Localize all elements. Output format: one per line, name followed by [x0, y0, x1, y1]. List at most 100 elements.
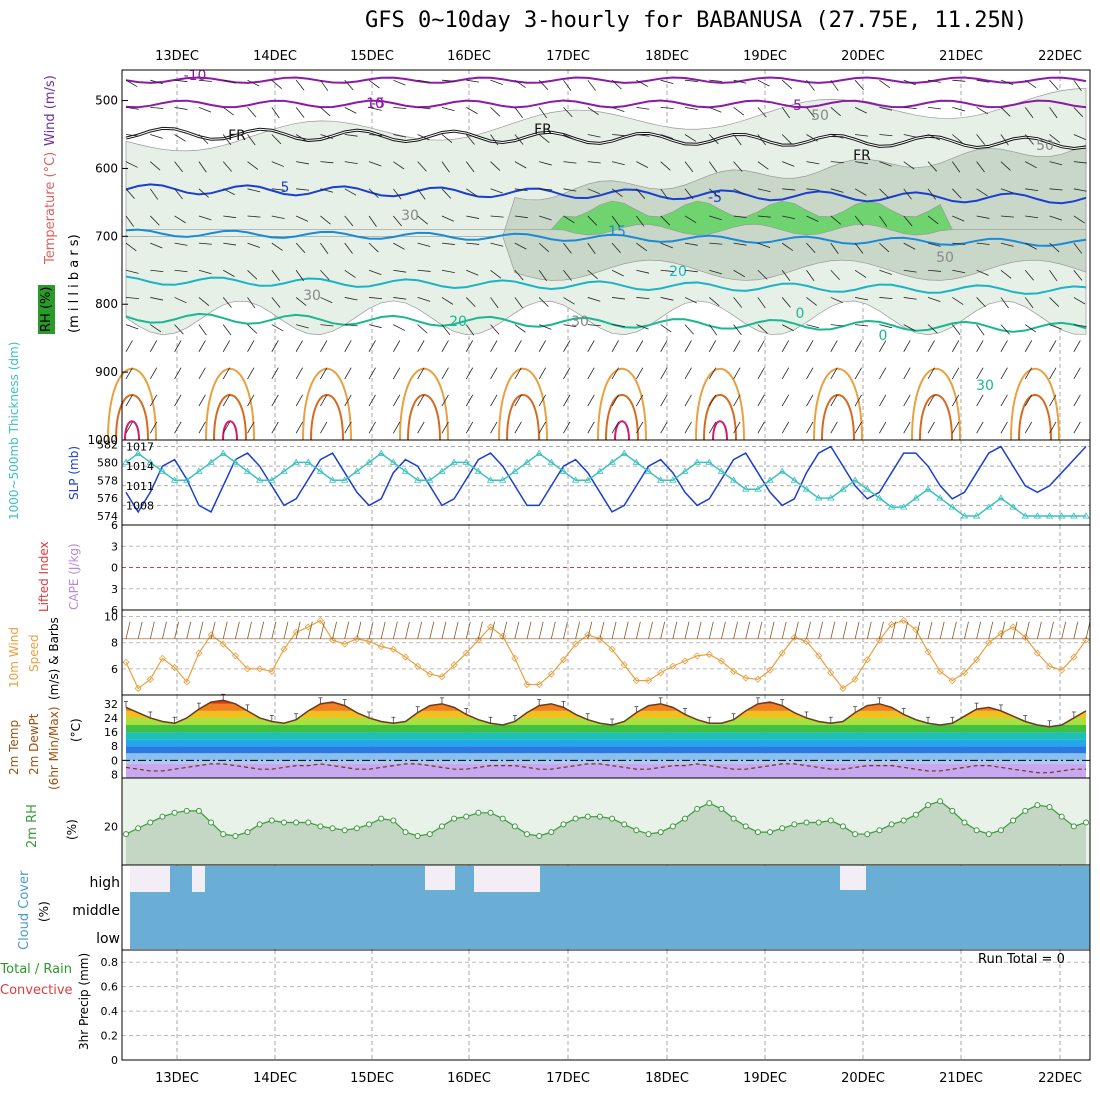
wind-barb: [125, 188, 135, 199]
wind-barb: [150, 106, 164, 109]
rh-point: [572, 815, 579, 822]
wind-barb: [1049, 79, 1059, 91]
wind-barb: [247, 215, 261, 218]
rh-point: [912, 811, 919, 818]
wind-barb: [952, 324, 961, 336]
li-tick: 6: [111, 519, 118, 532]
wind-barb: [563, 161, 577, 164]
wind-barb: [296, 161, 309, 165]
wind-barb: [441, 421, 449, 434]
wind-barb: [879, 421, 887, 434]
rh-point: [560, 821, 567, 828]
rh-point: [499, 815, 506, 822]
wind-barb: [879, 340, 887, 352]
wind10m-point: [924, 648, 932, 656]
thickness-point: [499, 476, 507, 483]
surface-barb: [1000, 621, 1006, 639]
wind10m-point: [171, 663, 179, 672]
contour-label: 30: [571, 314, 589, 330]
wind-barb: [855, 297, 868, 301]
wind-barb: [951, 367, 960, 380]
wind-barb: [757, 242, 771, 249]
wind-barb: [441, 188, 452, 199]
wind-barb: [441, 269, 455, 273]
contour-label: 5: [281, 180, 290, 196]
wind-barb: [538, 270, 547, 282]
contour-label: 30: [401, 208, 419, 224]
wind-barb: [611, 367, 619, 380]
wind-barb: [198, 134, 209, 145]
wind-barb: [830, 188, 844, 193]
rh-point: [633, 827, 640, 834]
wind-barb: [952, 79, 966, 82]
surface-barb: [149, 621, 155, 639]
wind-barb: [781, 242, 794, 251]
slp-tick: 1014: [126, 460, 154, 473]
wind-barb: [1000, 134, 1009, 146]
wind-barb: [587, 79, 596, 91]
wind-barb: [733, 297, 743, 308]
wind-barb: [344, 161, 358, 164]
wind-barb: [198, 106, 212, 113]
rh-point: [718, 805, 725, 812]
thickness-point: [1033, 512, 1042, 519]
thickness-point: [231, 458, 240, 465]
thickness-point: [1021, 512, 1029, 519]
wind-barb: [417, 269, 431, 272]
wind-barb: [854, 367, 862, 380]
wind-barb: [514, 242, 527, 250]
wind-barb: [150, 161, 161, 171]
thickness-point: [802, 485, 811, 492]
wind-barb: [782, 161, 795, 167]
lifted-index-axis-label: Lifted Index: [37, 541, 51, 612]
wind-barb: [854, 242, 864, 254]
wind-barb: [976, 79, 990, 83]
wind-barb: [295, 215, 309, 222]
wind-barb: [417, 242, 431, 247]
wind-barb: [125, 161, 138, 168]
surface-barb: [247, 621, 252, 639]
wind-barb: [247, 340, 255, 352]
wind-barb: [223, 215, 237, 219]
wind-barb: [927, 161, 938, 172]
thickness-point: [717, 467, 726, 474]
wind10m-point: [888, 620, 896, 628]
wind-barb: [198, 367, 206, 380]
wind-barb: [393, 297, 407, 300]
wind-barb: [174, 324, 184, 335]
wind10m-point: [329, 636, 337, 644]
date-label-top: 20DEC: [841, 49, 885, 64]
wind-barb: [174, 134, 186, 142]
wind-barb: [976, 188, 988, 197]
thickness-tick: 578: [97, 474, 118, 487]
contour-label: 0: [796, 306, 805, 322]
thickness-point: [158, 467, 167, 474]
wind-barb: [295, 270, 305, 282]
surface-isotherm: [813, 367, 863, 441]
thickness-point: [426, 476, 434, 483]
wind-barb: [1024, 134, 1034, 145]
wind-barb: [149, 188, 159, 200]
wind-barb: [490, 161, 501, 171]
wind-barb: [320, 79, 329, 92]
surface-isotherm: [712, 420, 728, 441]
wind-barb: [271, 421, 279, 434]
wind-barb: [636, 421, 644, 434]
pressure-tick: 800: [95, 297, 118, 311]
wind-barb: [174, 394, 182, 407]
surface-isotherm: [1010, 367, 1060, 441]
wind-barb: [490, 269, 502, 279]
wind-barb: [951, 421, 960, 434]
wind-barb: [368, 367, 376, 380]
contour-label: -5: [371, 96, 385, 112]
contour-label: 20: [449, 314, 467, 330]
contour-label: 30: [976, 378, 994, 394]
wind-barb: [976, 106, 989, 115]
rh-point: [232, 833, 239, 839]
surface-barb: [380, 621, 386, 639]
wind-barb: [903, 106, 917, 110]
isotherm--10: [125, 76, 1087, 84]
wind-barb: [611, 215, 621, 227]
wind-barb: [344, 188, 357, 196]
wind-barb: [781, 79, 793, 90]
